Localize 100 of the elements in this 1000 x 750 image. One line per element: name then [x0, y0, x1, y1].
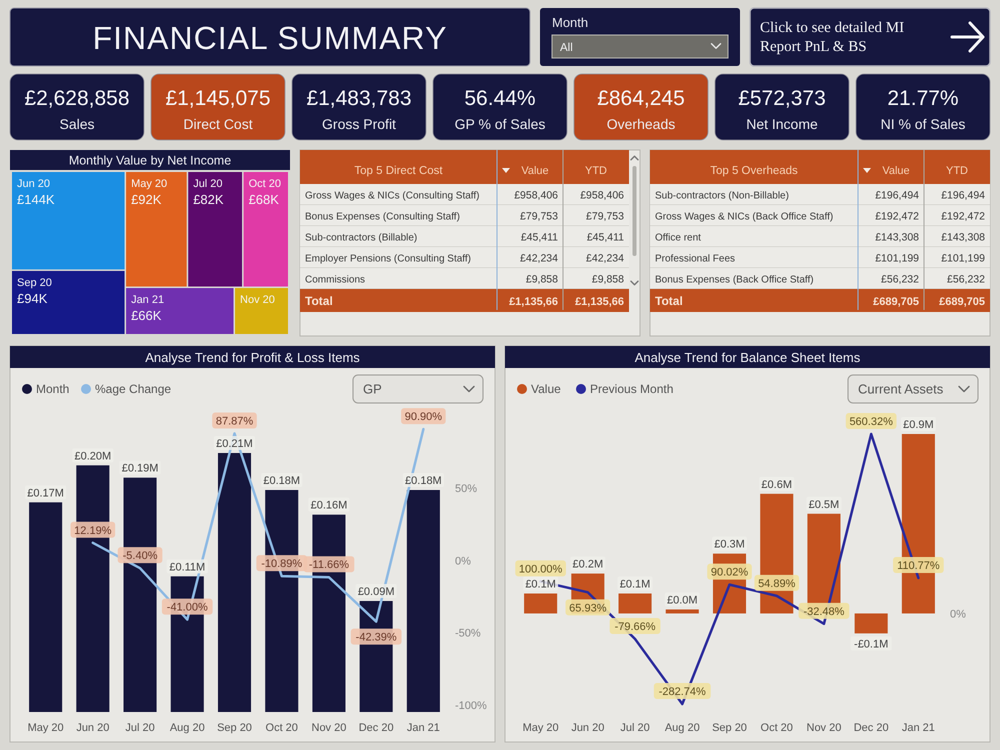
- data-label: £0.18M: [263, 475, 300, 487]
- category-label: Gross Profit: [322, 116, 396, 132]
- bar: [666, 609, 699, 614]
- y2-tick-label: -100%: [455, 700, 488, 712]
- category-label: Jan 21: [131, 294, 164, 306]
- data-label: £94K: [17, 290, 48, 306]
- data-label: -10.89%: [261, 558, 302, 570]
- bar: [406, 490, 440, 712]
- x-tick-label: Oct 20: [266, 722, 298, 734]
- data-label: £0.2M: [572, 558, 604, 571]
- category-label: Gross Wages & NICs (Consulting Staff): [305, 190, 480, 202]
- legend-label: %age Change: [95, 382, 172, 396]
- text: Top 5 Direct Cost: [354, 165, 444, 177]
- bar: [524, 594, 558, 614]
- x-tick-label: Jan 21: [902, 722, 935, 734]
- x-tick-label: Aug 20: [170, 722, 205, 734]
- data-label: -41.00%: [166, 602, 208, 614]
- data-label: 54.89%: [758, 578, 796, 590]
- data-label: £68K: [248, 192, 280, 207]
- x-tick-label: Nov 20: [806, 722, 842, 734]
- text: £572,373: [738, 87, 826, 110]
- data-label: £101,199: [941, 252, 986, 264]
- text: £1,135,66: [575, 296, 624, 308]
- text: £689,705: [939, 296, 985, 308]
- y2-tick-label: -50%: [455, 628, 481, 640]
- category-label: Nov 20: [240, 294, 275, 306]
- category-label: Professional Fees: [655, 254, 736, 264]
- category-label: Commissions: [305, 274, 366, 286]
- data-label: £66K: [131, 308, 162, 324]
- category-label: Sub-contractors (Non-Billable): [655, 190, 789, 202]
- series-label: YTD: [946, 165, 968, 177]
- x-tick-label: Aug 20: [664, 722, 700, 734]
- data-label: £192,472: [875, 210, 920, 222]
- category-label: Gross Wages & NICs (Back Office Staff): [655, 212, 834, 222]
- data-label: £0.3M: [714, 538, 745, 551]
- data-label: 90.90%: [404, 411, 442, 424]
- x-tick-label: Jun 20: [571, 722, 604, 734]
- data-label: £0.16M: [310, 500, 348, 512]
- data-label: 560.32%: [849, 416, 894, 428]
- chart-title: Analyse Trend for Profit & Loss Items: [145, 350, 360, 365]
- bar: [218, 453, 252, 712]
- data-label: £79,753: [586, 210, 624, 222]
- legend-label: Value: [882, 165, 910, 177]
- data-label: £101,199: [875, 252, 920, 264]
- text: £689,705: [873, 296, 919, 308]
- data-label: -32.48%: [803, 606, 845, 618]
- data-label: £45,411: [586, 232, 624, 244]
- data-label: -79.66%: [614, 620, 656, 633]
- x-tick-label: Jul 20: [620, 722, 650, 734]
- data-label: £958,406: [514, 190, 558, 202]
- x-tick-label: May 20: [28, 722, 64, 734]
- category-label: Oct 20: [248, 178, 281, 190]
- data-label: 100.00%: [518, 563, 563, 576]
- data-label: -11.66%: [308, 559, 350, 572]
- legend-label: Value: [521, 165, 549, 177]
- data-label: 87.87%: [216, 416, 254, 428]
- series-label: YTD: [585, 165, 608, 177]
- data-label: £143,308: [941, 232, 986, 244]
- data-label: £0.1M: [525, 578, 556, 591]
- category-label: Jul 20: [193, 178, 223, 190]
- x-tick-label: Oct 20: [760, 722, 793, 734]
- category-label: Sales: [59, 116, 95, 132]
- data-label: £92K: [131, 192, 162, 207]
- text: 0%: [950, 608, 966, 620]
- x-tick-label: May 20: [522, 722, 559, 734]
- data-label: £0.19M: [122, 462, 158, 475]
- category-label: Jun 20: [17, 178, 50, 190]
- data-label: £56,232: [947, 274, 986, 286]
- data-label: £9,858: [526, 274, 558, 286]
- text: £2,628,858: [24, 87, 130, 110]
- data-label: £0.5M: [808, 498, 840, 511]
- category-label: Overheads: [606, 116, 676, 132]
- text: 56.44%: [464, 87, 536, 110]
- category-label: Sep 20: [17, 276, 52, 289]
- text: Total: [655, 294, 683, 308]
- data-label: -£0.1M: [854, 638, 888, 650]
- data-label: 90.02%: [710, 566, 748, 579]
- data-label: £0.09M: [358, 586, 395, 598]
- text: £1,483,783: [306, 87, 412, 110]
- text: £864,245: [597, 87, 685, 110]
- legend-label: Month: [36, 382, 70, 396]
- legend-label: Value: [531, 382, 562, 396]
- x-tick-label: Dec 20: [854, 722, 889, 734]
- data-label: £143,308: [875, 232, 920, 244]
- data-label: £82K: [193, 192, 224, 207]
- text: 21.77%: [887, 87, 959, 110]
- data-label: 12.19%: [74, 524, 112, 537]
- text: Month: [552, 15, 588, 30]
- data-label: £42,234: [520, 252, 558, 264]
- data-label: £42,234: [586, 252, 624, 264]
- data-label: £9,858: [592, 274, 624, 286]
- text: GP: [363, 382, 382, 396]
- data-label: £192,472: [941, 210, 986, 222]
- text: £1,145,075: [165, 87, 271, 110]
- data-label: 65.93%: [569, 602, 607, 614]
- category-label: NI % of Sales: [880, 116, 966, 132]
- data-label: £0.0M: [666, 594, 698, 606]
- data-label: £45,411: [520, 232, 558, 244]
- x-tick-label: Sep 20: [712, 722, 747, 734]
- data-label: £0.1M: [620, 578, 650, 591]
